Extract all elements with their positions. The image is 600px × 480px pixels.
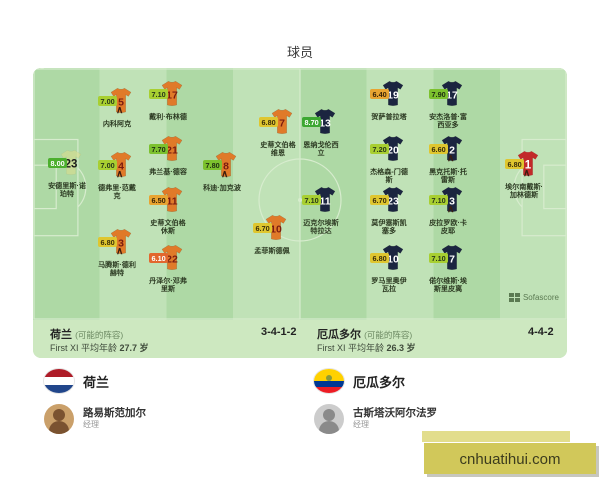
svg-text:11: 11 xyxy=(319,196,330,208)
svg-text:7: 7 xyxy=(279,118,285,130)
svg-text:7: 7 xyxy=(449,254,455,266)
svg-text:11: 11 xyxy=(166,196,177,208)
